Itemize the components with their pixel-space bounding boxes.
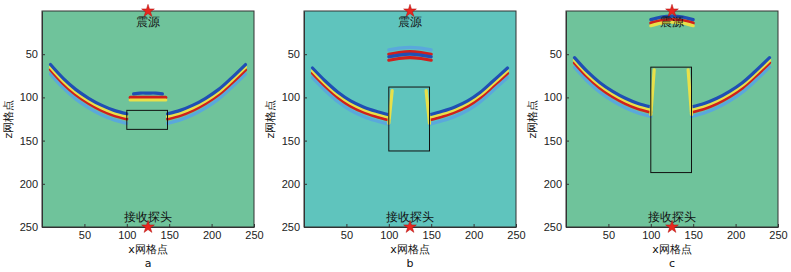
annotation-label: 接收探头 (648, 210, 696, 224)
wavefront (574, 58, 650, 107)
y-axis: 50 100 150 200 250 (20, 12, 45, 234)
y-axis-title: z网格点 (526, 100, 539, 139)
x-tick-label: 150 (423, 229, 441, 241)
wavefront (389, 58, 431, 61)
wavefront (651, 70, 654, 115)
wavefront (50, 67, 126, 116)
panel: 50 100 150 200 250 50 100 150 200 250 震源接收探头 x网格点 z网… (264, 4, 526, 270)
x-axis-title: x网格点 (390, 243, 430, 256)
x-axis-title: x网格点 (652, 243, 692, 256)
y-tick-label: 200 (544, 178, 562, 190)
wavefront (389, 47, 431, 50)
wavefront (574, 60, 650, 109)
figure: 50 100 150 200 250 50 100 150 200 250 震源接收探头 x网格点 z网… (0, 0, 791, 272)
wavefront (130, 98, 166, 101)
x-tick-label: 100 (380, 229, 398, 241)
y-tick: 200 (544, 178, 569, 190)
y-tick-label: 150 (20, 135, 38, 147)
anomaly-rectangle (651, 67, 692, 172)
annotation-label: 震源 (398, 15, 422, 29)
y-tick: 250 (282, 221, 307, 233)
x-tick-label: 200 (203, 229, 221, 241)
y-tick: 200 (20, 178, 45, 190)
x-axis-title: x网格点 (128, 243, 168, 256)
wavefront (134, 91, 163, 95)
panel-caption: a (145, 257, 152, 270)
x-tick-label: 250 (507, 229, 525, 241)
plot-frame (566, 11, 778, 227)
marks (312, 47, 507, 151)
marks (574, 16, 769, 172)
x-tick-label: 150 (161, 229, 179, 241)
y-tick-label: 50 (288, 48, 300, 60)
y-tick-label: 50 (26, 48, 38, 60)
wavefront (130, 96, 166, 99)
panel: 50 100 150 200 250 50 100 150 200 250 震源接收探头 x网格点 z网… (526, 4, 788, 270)
plot-background (42, 11, 254, 227)
wavefront (389, 90, 392, 123)
wavefront (50, 65, 126, 114)
x-tick-label: 250 (245, 229, 263, 241)
x-tick-label: 50 (603, 229, 615, 241)
y-tick: 100 (282, 91, 307, 103)
y-tick: 100 (20, 91, 45, 103)
annotation-label: 震源 (660, 15, 684, 29)
y-tick: 250 (544, 221, 569, 233)
plot-background (304, 11, 516, 227)
y-axis: 50 100 150 200 250 (544, 12, 569, 234)
y-tick-label: 250 (544, 221, 562, 233)
anomaly-rectangle (127, 110, 168, 129)
y-tick-label: 250 (20, 221, 38, 233)
panel: 50 100 150 200 250 50 100 150 200 250 震源接收探头 x网格点 z网… (2, 4, 264, 270)
plot-frame (304, 11, 516, 227)
wavefront (430, 68, 508, 115)
annotation-label: 接收探头 (386, 210, 434, 224)
y-tick-label: 100 (20, 91, 38, 103)
y-tick-label: 200 (282, 178, 300, 190)
y-tick-label: 100 (544, 91, 562, 103)
panel-caption: b (407, 257, 414, 270)
wavefront (426, 90, 429, 123)
x-tick-label: 250 (769, 229, 787, 241)
anomaly-rectangle (389, 87, 430, 151)
y-tick-label: 200 (20, 178, 38, 190)
y-tick-label: 250 (282, 221, 300, 233)
x-tick-label: 100 (642, 229, 660, 241)
y-axis: 50 100 150 200 250 (282, 12, 307, 234)
y-tick: 200 (282, 178, 307, 190)
y-tick: 250 (20, 221, 45, 233)
wavefront (312, 68, 388, 115)
x-tick-label: 200 (465, 229, 483, 241)
y-axis-title: z网格点 (264, 100, 277, 139)
plot-frame (42, 11, 254, 227)
wavefront (688, 70, 691, 115)
wavefront (692, 58, 770, 107)
y-tick: 100 (544, 91, 569, 103)
wavefront (168, 65, 246, 114)
plot-background (566, 11, 778, 227)
x-tick-label: 200 (727, 229, 745, 241)
y-tick: 150 (20, 135, 45, 147)
y-tick-label: 150 (544, 135, 562, 147)
annotation-label: 震源 (136, 15, 160, 29)
y-tick: 150 (282, 135, 307, 147)
x-tick-label: 50 (341, 229, 353, 241)
y-tick: 150 (544, 135, 569, 147)
y-tick-label: 50 (550, 48, 562, 60)
x-tick-label: 50 (79, 229, 91, 241)
y-tick-label: 150 (282, 135, 300, 147)
y-tick-label: 100 (282, 91, 300, 103)
marks (50, 65, 245, 130)
annotation-label: 接收探头 (124, 210, 172, 224)
x-tick-label: 150 (685, 229, 703, 241)
y-axis-title: z网格点 (2, 100, 15, 139)
x-tick-label: 100 (118, 229, 136, 241)
panel-caption: c (669, 257, 675, 270)
